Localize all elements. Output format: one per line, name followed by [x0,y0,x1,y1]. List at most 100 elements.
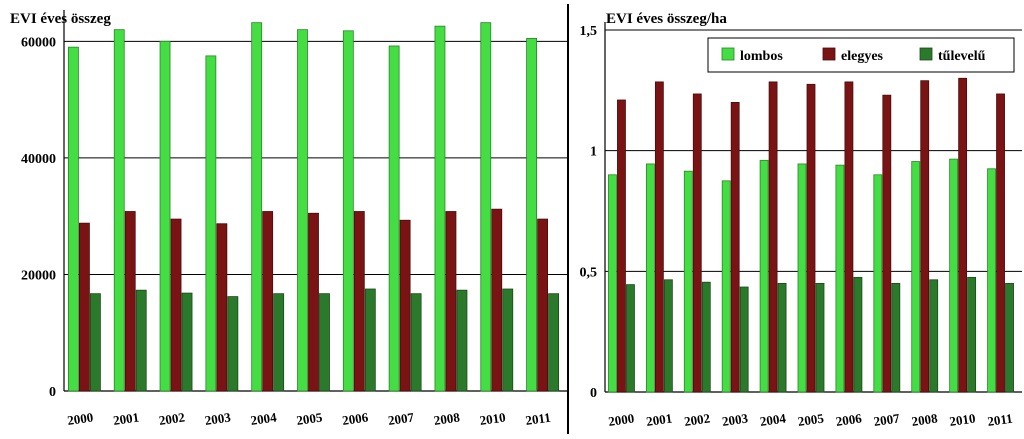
bar-tűlevelű-2001 [663,279,673,393]
y-tick-label: 0,5 [580,265,598,280]
x-tick-label: 2011 [525,410,552,428]
bar-lombos-2010 [480,22,492,392]
bar-tűlevelű-2011 [548,293,559,392]
x-tick-label: 2004 [250,409,278,428]
bar-lombos-2006 [835,164,845,393]
y-tick-label: 60000 [21,35,56,50]
bar-elegyes-2006 [353,211,365,392]
bar-elegyes-2003 [730,102,740,393]
x-tick-label: 2003 [721,410,749,429]
bar-elegyes-2010 [958,77,968,393]
bar-elegyes-2001 [124,211,136,392]
bar-elegyes-2001 [654,81,664,393]
bar-lombos-2008 [911,161,921,393]
chart-title-right: EVI éves összeg/ha [606,11,727,27]
legend-label: elegyes [841,49,884,64]
bar-elegyes-2004 [262,211,274,392]
bar-tűlevelű-2007 [410,293,422,392]
legend-swatch-elegyes [822,47,836,61]
x-tick-label: 2006 [341,409,369,428]
bar-lombos-2006 [342,30,354,392]
bar-elegyes-2002 [170,218,182,392]
bar-lombos-2002 [159,40,171,392]
x-tick-label: 2007 [387,409,415,428]
y-tick-label: 0 [49,385,56,400]
y-tick-label: 40000 [21,152,56,167]
bar-elegyes-2005 [308,212,319,392]
bar-lombos-2008 [434,25,446,392]
x-tick-label: 2005 [295,409,323,428]
x-tick-label: 2002 [683,410,711,428]
bar-tűlevelű-2006 [364,288,376,392]
bar-elegyes-2008 [445,211,457,392]
bar-lombos-2011 [987,168,996,393]
x-tick-label: 2005 [797,410,825,429]
x-tick-label: 2011 [986,411,1013,429]
chart-title-left: EVI éves összeg [10,11,111,27]
bar-lombos-2000 [68,46,79,392]
bar-elegyes-2000 [617,99,626,393]
bar-tűlevelű-2007 [891,282,901,393]
bar-tűlevelű-2000 [626,284,635,393]
bar-elegyes-2002 [692,93,702,393]
bar-elegyes-2007 [399,219,411,392]
x-tick-label: 2006 [835,410,863,429]
x-tick-label: 2007 [873,410,901,429]
x-tick-label: 2001 [645,410,673,428]
bar-lombos-2001 [113,29,125,392]
y-tick-label: 0 [590,386,597,401]
x-tick-label: 2002 [158,409,186,427]
legend-label: tűlevelű [938,49,986,64]
bar-elegyes-2008 [920,80,930,393]
panel-divider [567,4,569,434]
bar-elegyes-2006 [844,81,854,393]
bar-elegyes-2003 [216,223,228,392]
y-tick-label: 1 [590,145,597,160]
bar-tűlevelű-2010 [967,276,977,393]
bar-lombos-2007 [388,45,400,392]
legend-swatch-lombos [721,47,735,61]
bar-tűlevelű-2008 [456,289,468,392]
legend-box [707,37,1015,73]
bar-tűlevelű-2011 [1005,282,1014,393]
bar-tűlevelű-2000 [90,293,101,392]
x-tick-label: 2008 [433,409,461,428]
bar-tűlevelű-2006 [853,276,863,393]
bar-tűlevelű-2008 [929,279,939,393]
bar-lombos-2001 [645,163,655,393]
bar-lombos-2004 [251,22,263,392]
x-tick-label: 2000 [66,409,94,427]
bar-tűlevelű-2005 [319,293,330,392]
bar-elegyes-2010 [491,208,503,392]
x-tick-label: 2004 [759,410,787,429]
bar-tűlevelű-2003 [227,296,239,392]
bar-lombos-2004 [759,159,769,393]
bar-lombos-2000 [608,174,617,393]
x-tick-label: 2008 [911,410,939,429]
bar-elegyes-2011 [537,218,548,392]
bar-tűlevelű-2003 [739,286,749,393]
x-tick-label: 2001 [112,409,140,427]
bar-tűlevelű-2002 [701,281,711,393]
bar-elegyes-2007 [882,94,892,393]
bar-elegyes-2011 [996,93,1005,393]
x-tick-label: 2000 [607,410,635,428]
bar-tűlevelű-2002 [181,292,193,392]
y-tick-label: 1,5 [580,24,598,39]
x-tick-label: 2003 [204,409,232,428]
x-tick-label: 2010 [479,409,507,427]
x-tick-label: 2010 [949,410,977,428]
legend-swatch-tűlevelű [919,47,933,61]
bar-tűlevelű-2004 [273,293,285,392]
bar-tűlevelű-2005 [815,282,825,393]
bar-lombos-2003 [721,180,731,393]
bar-lombos-2002 [683,170,693,393]
bar-lombos-2005 [797,163,807,393]
bar-lombos-2011 [526,37,537,392]
bar-tűlevelű-2004 [777,282,787,393]
y-tick-label: 20000 [21,268,56,283]
bar-tűlevelű-2010 [502,288,514,392]
bar-elegyes-2005 [806,83,816,393]
bar-lombos-2010 [949,158,959,393]
bar-elegyes-2004 [768,81,778,393]
